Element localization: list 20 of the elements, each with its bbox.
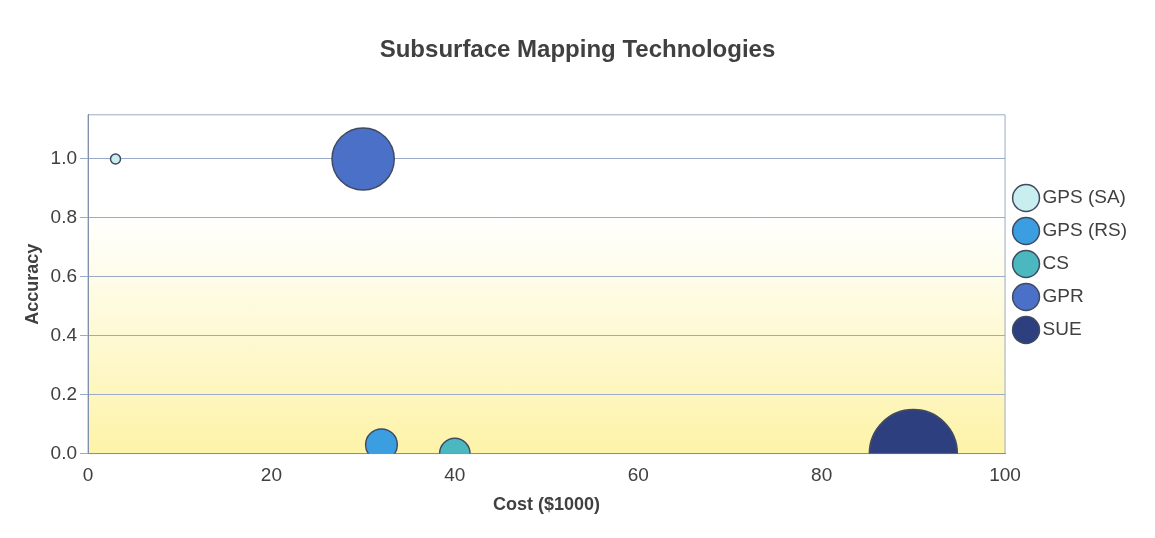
legend-label: GPS (SA)	[1042, 186, 1126, 208]
y-tick-label: 1.0	[50, 147, 78, 169]
legend-label: GPS (RS)	[1042, 219, 1127, 241]
x-tick-label: 40	[444, 464, 466, 486]
x-tick-label: 60	[627, 464, 649, 486]
y-axis-title: Accuracy	[21, 243, 42, 325]
x-tick-label: 100	[989, 464, 1021, 486]
x-tick-label: 0	[82, 464, 94, 486]
y-tick-label: 0.4	[50, 323, 78, 345]
chart-title: Subsurface Mapping Technologies	[379, 35, 776, 63]
legend-label: GPR	[1042, 285, 1084, 307]
x-tick-label: 80	[811, 464, 833, 486]
x-axis-title: Cost ($1000)	[493, 494, 601, 515]
y-tick-label: 0.0	[50, 441, 78, 463]
y-tick-label: 0.6	[50, 265, 78, 287]
legend-label: SUE	[1042, 318, 1082, 340]
y-tick-label: 0.8	[50, 206, 78, 228]
legend-label: CS	[1042, 252, 1069, 274]
x-tick-label: 20	[260, 464, 282, 486]
y-tick-label: 0.2	[50, 382, 78, 404]
